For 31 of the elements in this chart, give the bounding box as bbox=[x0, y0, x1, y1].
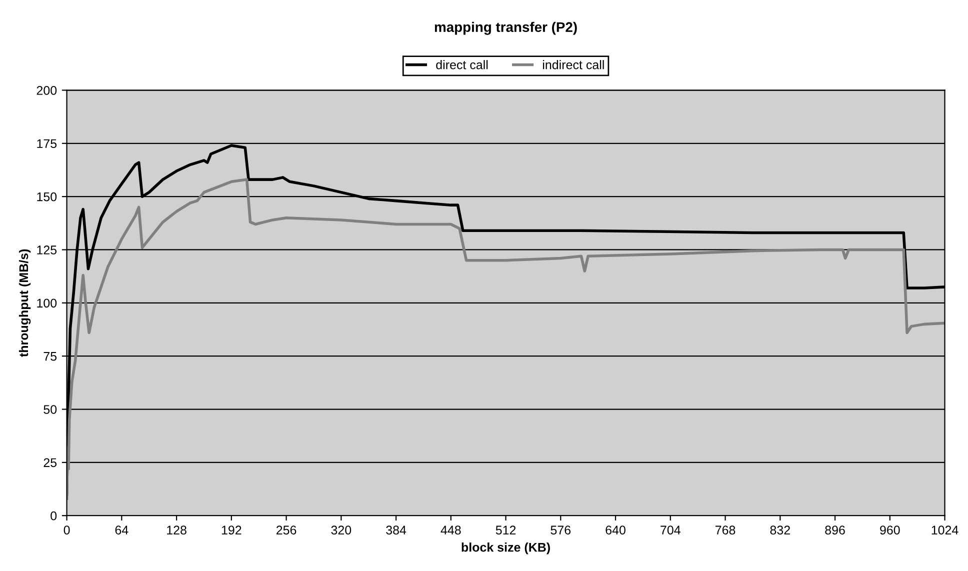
x-tick-label: 832 bbox=[770, 526, 790, 535]
x-tick-label: 192 bbox=[222, 526, 242, 535]
legend-label: indirect call bbox=[543, 60, 604, 70]
y-tick-label: 50 bbox=[44, 405, 57, 414]
x-tick-label: 1024 bbox=[932, 526, 958, 535]
x-tick-label: 320 bbox=[331, 526, 352, 535]
x-tick-label: 64 bbox=[115, 526, 128, 535]
x-tick-label: 896 bbox=[825, 526, 845, 535]
legend-label: direct call bbox=[436, 60, 488, 70]
x-axis-title: block size (KB) bbox=[462, 542, 550, 554]
x-tick-label: 640 bbox=[606, 526, 626, 535]
x-tick-label: 768 bbox=[715, 526, 736, 535]
x-tick-label: 448 bbox=[440, 526, 461, 535]
y-axis-title: throughput (MB/s) bbox=[18, 249, 31, 357]
x-tick-label: 384 bbox=[386, 526, 406, 535]
x-tick-label: 512 bbox=[496, 526, 516, 535]
y-tick-label: 150 bbox=[37, 192, 57, 202]
y-tick-label: 75 bbox=[44, 352, 57, 361]
y-tick-label: 200 bbox=[36, 86, 57, 95]
x-tick-label: 256 bbox=[276, 526, 296, 535]
x-tick-label: 960 bbox=[880, 526, 900, 535]
y-tick-label: 100 bbox=[37, 298, 57, 308]
y-tick-label: 175 bbox=[37, 139, 57, 148]
x-tick-label: 576 bbox=[550, 526, 571, 535]
y-tick-label: 0 bbox=[50, 511, 57, 520]
x-tick-label: 128 bbox=[167, 526, 186, 535]
chart-title: mapping transfer (P2) bbox=[434, 22, 577, 35]
y-tick-label: 25 bbox=[44, 458, 57, 468]
x-tick-label: 704 bbox=[660, 526, 680, 535]
x-tick-label: 0 bbox=[64, 526, 70, 535]
y-tick-label: 125 bbox=[37, 246, 57, 254]
